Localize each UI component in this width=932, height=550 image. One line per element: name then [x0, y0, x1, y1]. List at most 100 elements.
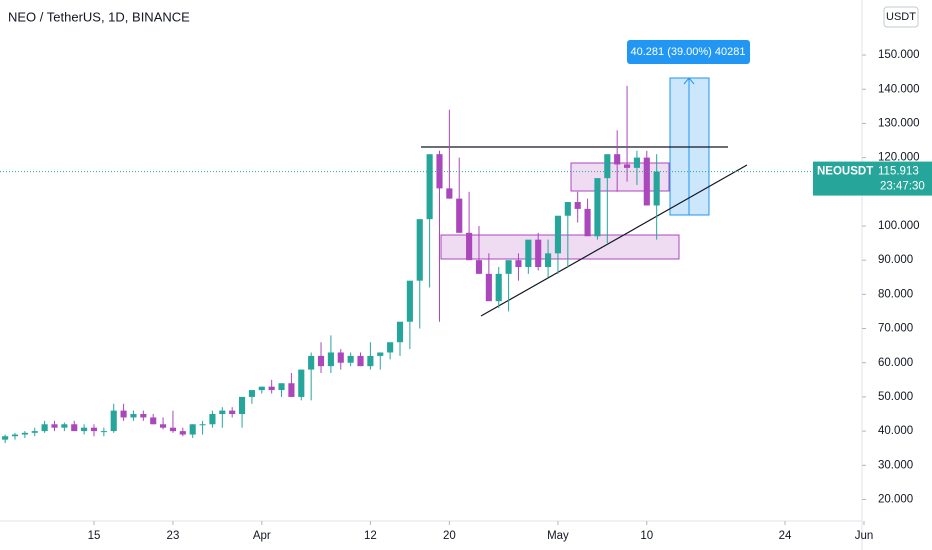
- y-tick-label: 60.000: [878, 357, 913, 369]
- y-tick-label: 50.000: [878, 391, 913, 403]
- candle-body: [475, 260, 483, 274]
- candle-body: [396, 321, 404, 343]
- candle-body: [426, 154, 433, 220]
- candle-body: [367, 355, 374, 367]
- x-tick-label: Apr: [253, 530, 271, 542]
- candle-body: [515, 260, 522, 268]
- currency-label: USDT: [886, 11, 916, 23]
- measure-label-box: [627, 40, 750, 64]
- candle-body: [535, 239, 542, 268]
- drawings: 40.281 (39.00%) 40281: [421, 40, 750, 317]
- currency-badge[interactable]: [883, 6, 919, 28]
- y-tick-label: 120.000: [878, 152, 920, 164]
- candle-body: [456, 198, 463, 233]
- candle-body: [357, 355, 364, 367]
- candle-body: [495, 273, 502, 302]
- candle-body: [21, 432, 28, 435]
- y-tick-label: 130.000: [878, 117, 920, 129]
- x-tick-label: May: [547, 530, 569, 542]
- y-tick-label: 40.000: [878, 425, 913, 437]
- candle-body: [278, 383, 285, 391]
- x-tick-label: 24: [779, 530, 792, 542]
- candle-body: [574, 202, 581, 209]
- candle-body: [90, 427, 98, 432]
- y-tick-label: 140.000: [878, 83, 920, 95]
- candle-body: [298, 369, 305, 397]
- candle-body: [446, 188, 453, 199]
- candle-body: [248, 390, 255, 397]
- candle-body: [81, 427, 88, 432]
- candle-body: [485, 273, 492, 302]
- candle-body: [594, 178, 601, 237]
- candle-body: [11, 434, 19, 437]
- candle-body: [308, 355, 315, 370]
- x-tick-label: 20: [443, 530, 456, 542]
- candle-body: [377, 352, 384, 356]
- candle-body: [614, 154, 621, 165]
- candle-body: [505, 260, 512, 274]
- candle-body: [327, 352, 334, 367]
- candle-body: [643, 157, 650, 206]
- zone-box: [570, 162, 670, 192]
- x-tick-label: 10: [640, 530, 653, 542]
- chart-title: NEO / TetherUS, 1D, BINANCE: [8, 9, 190, 24]
- candle-body: [633, 157, 640, 168]
- candle-body: [317, 355, 325, 367]
- candle-body: [41, 424, 48, 432]
- candle-body: [61, 424, 68, 428]
- candle-body: [466, 232, 473, 261]
- measure-arrow-head: [683, 77, 695, 85]
- candle-body: [653, 171, 660, 206]
- y-tick-label: 100.000: [878, 220, 920, 232]
- axes: 20.000 30.000 40.000 50.000 60.000 70.000 80.0…: [88, 49, 932, 542]
- candle-body: [525, 239, 532, 268]
- candle-body: [337, 352, 344, 363]
- candle-body: [110, 410, 117, 432]
- y-tick-label: 150.000: [878, 49, 920, 61]
- candle-body: [347, 355, 354, 363]
- countdown-label: 23:47:30: [880, 181, 925, 193]
- candle-body: [140, 414, 147, 418]
- y-tick-label: 30.000: [878, 459, 913, 471]
- x-tick-label: Jun: [855, 530, 874, 542]
- candle-body: [545, 253, 552, 268]
- y-tick-label: 80.000: [878, 288, 913, 300]
- trend-line: [480, 164, 748, 317]
- measure-label: 40.281 (39.00%) 40281: [631, 46, 746, 58]
- x-tick-label: 12: [364, 530, 377, 542]
- candle-body: [160, 424, 167, 428]
- y-tick-label: 90.000: [878, 254, 913, 266]
- candle-body: [554, 215, 562, 254]
- candle-body: [436, 154, 443, 189]
- candle-body: [623, 164, 631, 168]
- candle-body: [150, 417, 157, 425]
- symbol-label: NEOUSDT: [817, 166, 873, 178]
- x-tick-label: 23: [167, 530, 180, 542]
- candle-body: [2, 436, 9, 440]
- candle-body: [209, 414, 216, 425]
- candle-body: [199, 424, 206, 426]
- candle-body: [189, 424, 196, 435]
- candle-body: [179, 431, 186, 435]
- candle-body: [71, 424, 78, 432]
- candle-body: [31, 431, 38, 433]
- candle-body: [238, 396, 246, 415]
- price-axis-panel: [862, 0, 932, 550]
- y-tick-label: 70.000: [878, 323, 913, 335]
- candle-body: [219, 410, 226, 415]
- candle-body: [100, 431, 107, 433]
- candle-body: [169, 427, 177, 432]
- candle-body: [288, 383, 295, 397]
- candle-body: [229, 410, 236, 415]
- candle-body: [584, 208, 591, 237]
- candle-body: [120, 410, 127, 418]
- candle-body: [604, 154, 611, 179]
- candle-body: [258, 386, 265, 391]
- candle-body: [564, 202, 571, 216]
- candle-body: [406, 280, 413, 322]
- last-price-box: [813, 161, 932, 196]
- candle-body: [268, 386, 275, 391]
- y-tick-label: 20.000: [878, 494, 913, 506]
